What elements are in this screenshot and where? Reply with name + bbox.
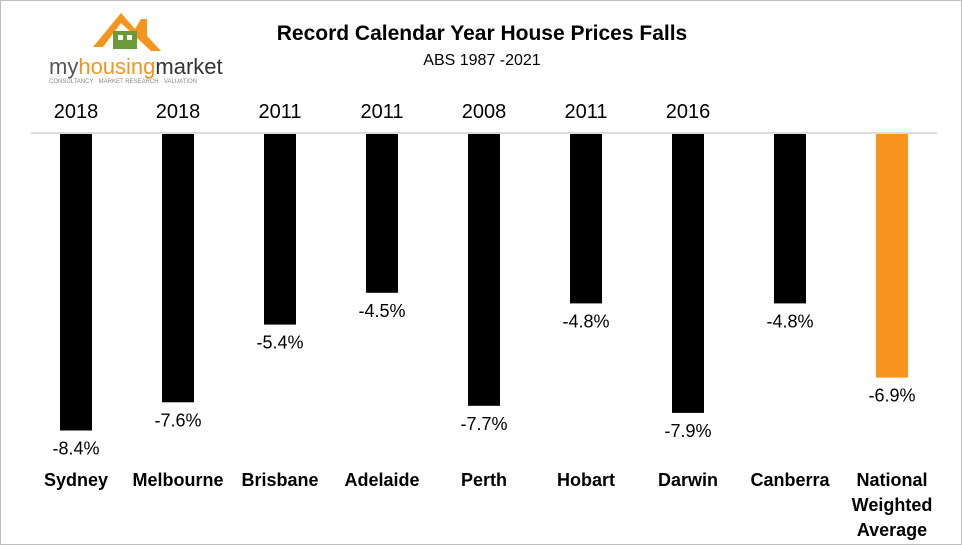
logo-word-housing: housing bbox=[78, 54, 155, 79]
bar-perth bbox=[468, 134, 500, 406]
bar-melbourne bbox=[162, 134, 194, 403]
year-label: 2018 bbox=[54, 101, 99, 123]
chart-subtitle: ABS 1987 -2021 bbox=[423, 52, 541, 69]
category-label: Sydney bbox=[44, 470, 108, 490]
data-label: -7.7% bbox=[460, 414, 507, 434]
category-label: Adelaide bbox=[344, 470, 419, 490]
bar-hobart bbox=[570, 134, 602, 304]
category-label: National bbox=[856, 470, 927, 490]
data-label: -7.6% bbox=[154, 410, 201, 430]
labels-group: -8.4% 2018 Sydney -7.6% 2018 Melbourne -5.4% 20… bbox=[44, 101, 932, 540]
data-label: -4.5% bbox=[358, 301, 405, 321]
bar-brisbane bbox=[264, 134, 296, 325]
category-label: Brisbane bbox=[241, 470, 318, 490]
data-label: -8.4% bbox=[52, 439, 99, 459]
logo-tagline: CONSULTANCY · MARKET RESEARCH · VALUATIO… bbox=[49, 79, 197, 85]
year-label: 2011 bbox=[360, 101, 403, 123]
category-label: Average bbox=[857, 520, 927, 540]
logo-house-icon bbox=[113, 31, 137, 49]
data-label: -6.9% bbox=[868, 386, 915, 406]
category-label: Hobart bbox=[557, 470, 615, 490]
category-label: Canberra bbox=[750, 470, 830, 490]
bars-group bbox=[60, 134, 908, 431]
data-label: -4.8% bbox=[562, 311, 609, 331]
year-label: 2008 bbox=[462, 101, 507, 123]
category-label: Melbourne bbox=[132, 470, 223, 490]
bar-national-weighted-average bbox=[876, 134, 908, 378]
bar-sydney bbox=[60, 134, 92, 431]
logo-word-market: market bbox=[155, 54, 222, 79]
data-label: -4.8% bbox=[766, 311, 813, 331]
logo-window-icon bbox=[127, 35, 132, 40]
data-label: -5.4% bbox=[256, 333, 303, 353]
logo-roof-icon bbox=[93, 13, 161, 51]
bar-adelaide bbox=[366, 134, 398, 293]
data-label: -7.9% bbox=[664, 421, 711, 441]
year-label: 2011 bbox=[258, 101, 301, 123]
logo-window-icon bbox=[118, 35, 123, 40]
category-label: Perth bbox=[461, 470, 507, 490]
year-label: 2018 bbox=[156, 101, 201, 123]
logo-word-my: my bbox=[49, 54, 78, 79]
category-label: Darwin bbox=[658, 470, 718, 490]
year-label: 2011 bbox=[564, 101, 607, 123]
chart-title: Record Calendar Year House Prices Falls bbox=[277, 22, 687, 45]
year-label: 2016 bbox=[666, 101, 711, 123]
bar-canberra bbox=[774, 134, 806, 304]
bar-darwin bbox=[672, 134, 704, 413]
logo-wordmark: myhousingmarket bbox=[49, 54, 223, 79]
logo: myhousingmarket CONSULTANCY · MARKET RES… bbox=[49, 13, 223, 85]
category-label: Weighted bbox=[852, 495, 933, 515]
